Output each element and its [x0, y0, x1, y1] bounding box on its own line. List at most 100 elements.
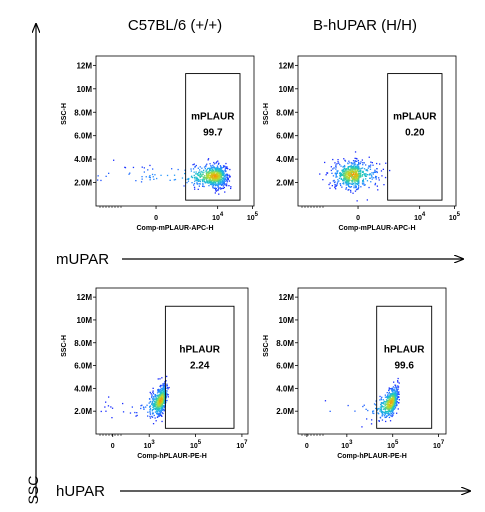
event-dot: [389, 407, 392, 410]
event-dot: [149, 406, 151, 408]
x-tick-label: 104: [212, 212, 224, 222]
event-dot: [375, 175, 377, 178]
event-dot: [381, 405, 383, 407]
event-dot: [394, 400, 396, 403]
event-dot: [224, 165, 226, 167]
event-dot: [151, 410, 153, 412]
event-dot: [392, 403, 394, 405]
event-dot: [358, 172, 360, 174]
event-dot: [346, 183, 348, 186]
event-dot: [350, 183, 352, 185]
event-dot: [362, 183, 364, 185]
event-dot: [149, 177, 151, 179]
x-tick-exponent: 3: [349, 440, 353, 446]
event-dot: [392, 386, 395, 388]
event-dot: [215, 177, 217, 179]
event-dot: [151, 409, 154, 411]
x-tick-label: 105: [387, 440, 399, 450]
event-dot: [345, 172, 347, 174]
event-dot: [353, 172, 355, 175]
event-dot: [157, 401, 159, 404]
event-dot: [388, 416, 391, 419]
event-dot: [390, 407, 393, 409]
event-dot: [379, 406, 382, 408]
event-dot: [223, 166, 225, 168]
event-dot: [220, 166, 222, 168]
event-dot: [222, 170, 224, 172]
event-dot: [228, 180, 231, 182]
event-dot: [387, 405, 389, 408]
event-dot: [209, 167, 211, 169]
event-dot: [343, 175, 346, 177]
event-dot: [348, 160, 350, 162]
event-dot: [336, 182, 338, 184]
event-dot: [177, 168, 179, 171]
plot-panel-bottom-right: 2.0M 4.0M 6.0M 8.0M 10M 12M SSC-H 0 103 105 107 Com…: [263, 287, 447, 460]
event-dot: [392, 414, 394, 417]
event-dot: [381, 413, 383, 415]
event-dot: [199, 183, 201, 185]
event-dot: [380, 403, 382, 406]
event-dot: [162, 384, 165, 387]
plot-panel-top-right: 2.0M 4.0M 6.0M 8.0M 10M 12M SSC-H 0 104 105 Comp-m…: [263, 55, 461, 232]
x-tick-label: 105: [247, 212, 259, 222]
event-dot: [161, 384, 163, 387]
event-dot: [355, 180, 358, 182]
event-dot: [340, 165, 342, 167]
event-dot: [205, 177, 208, 180]
event-dot: [362, 180, 364, 182]
event-dot: [157, 389, 160, 391]
event-dot: [386, 415, 388, 417]
event-dot: [360, 170, 362, 173]
event-dot: [217, 189, 219, 192]
event-dot: [356, 188, 358, 190]
event-dot: [209, 177, 211, 180]
event-dot: [358, 164, 360, 166]
event-dot: [220, 179, 222, 181]
event-dot: [381, 414, 383, 416]
event-dot: [220, 177, 222, 179]
event-dot: [220, 173, 222, 175]
event-dot: [380, 399, 383, 401]
event-dot: [153, 405, 155, 407]
x-tick-label: 103: [144, 440, 156, 450]
y-tick-label: 10M: [278, 85, 294, 94]
event-dot: [209, 181, 211, 183]
event-dot: [346, 180, 348, 182]
event-dot: [397, 391, 399, 393]
event-dot: [135, 415, 137, 417]
event-dot: [216, 169, 218, 171]
event-dot: [196, 181, 198, 183]
event-dot: [188, 177, 190, 180]
event-dot: [366, 169, 368, 171]
event-dot: [346, 181, 348, 183]
x-tick-exponent: 7: [244, 440, 248, 446]
event-dot: [198, 171, 200, 173]
plot-panel-bottom-left: 2.0M 4.0M 6.0M 8.0M 10M 12M SSC-H 0 103 105 107 Com…: [61, 287, 249, 460]
event-dot: [156, 411, 159, 413]
event-dot: [396, 390, 398, 392]
event-dot: [373, 403, 376, 405]
event-dot: [194, 178, 196, 180]
event-dot: [397, 385, 399, 387]
event-dot: [149, 400, 152, 403]
event-dot: [167, 394, 169, 396]
event-dot: [369, 168, 372, 170]
y-tick-label: 12M: [278, 293, 294, 302]
event-dot: [206, 172, 208, 174]
event-dot: [354, 151, 357, 153]
event-dot: [398, 396, 400, 398]
event-dot: [359, 175, 361, 177]
event-dot: [352, 173, 354, 176]
event-dot: [344, 165, 346, 168]
event-dot: [151, 412, 154, 414]
event-dot: [396, 401, 398, 403]
event-dot: [366, 199, 368, 201]
event-dot: [356, 172, 358, 174]
event-dot: [218, 162, 220, 164]
event-dot: [392, 408, 394, 410]
event-dot: [358, 180, 360, 182]
event-dot: [205, 166, 207, 168]
event-dot: [198, 179, 200, 181]
event-dot: [339, 164, 341, 166]
